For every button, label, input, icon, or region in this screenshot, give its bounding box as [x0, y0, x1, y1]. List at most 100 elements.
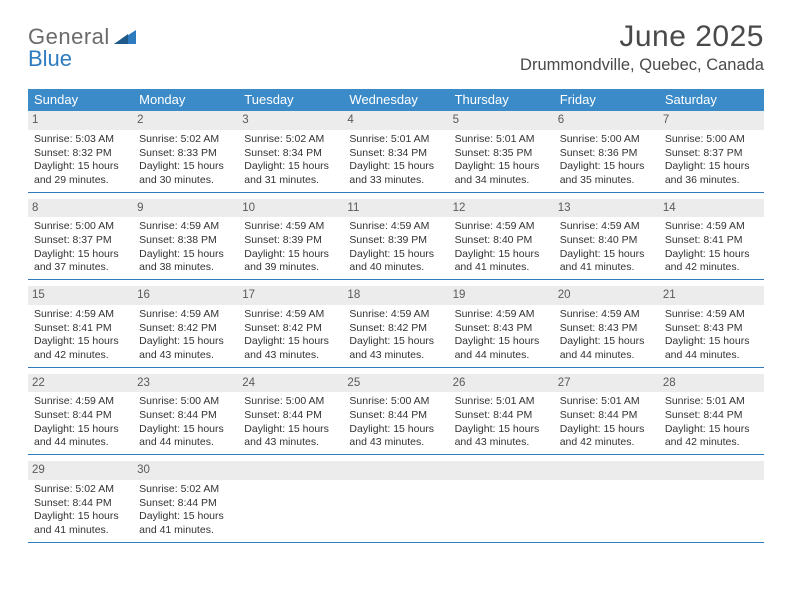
- sunrise-line: Sunrise: 5:02 AM: [242, 133, 339, 147]
- title-block: June 2025 Drummondville, Quebec, Canada: [520, 20, 764, 75]
- day-cell: 22Sunrise: 4:59 AMSunset: 8:44 PMDayligh…: [28, 374, 133, 455]
- dow-tuesday: Tuesday: [238, 89, 343, 111]
- day-number: 28: [659, 374, 764, 393]
- day-cell: 21Sunrise: 4:59 AMSunset: 8:43 PMDayligh…: [659, 286, 764, 367]
- day-number: 17: [238, 286, 343, 305]
- sunset-line: Sunset: 8:43 PM: [453, 322, 550, 336]
- sunset-line: Sunset: 8:44 PM: [137, 497, 234, 511]
- day-cell: 2Sunrise: 5:02 AMSunset: 8:33 PMDaylight…: [133, 111, 238, 192]
- sunset-line: Sunset: 8:37 PM: [32, 234, 129, 248]
- day-cell: 15Sunrise: 4:59 AMSunset: 8:41 PMDayligh…: [28, 286, 133, 367]
- sunrise-line: Sunrise: 5:00 AM: [347, 395, 444, 409]
- day-number: 2: [133, 111, 238, 130]
- sunset-line: Sunset: 8:44 PM: [453, 409, 550, 423]
- day-number: 23: [133, 374, 238, 393]
- empty-bar: [449, 461, 554, 480]
- day-cell: 11Sunrise: 4:59 AMSunset: 8:39 PMDayligh…: [343, 199, 448, 280]
- daylight-line: Daylight: 15 hours and 40 minutes.: [347, 248, 444, 275]
- day-number: 15: [28, 286, 133, 305]
- sunset-line: Sunset: 8:33 PM: [137, 147, 234, 161]
- sunrise-line: Sunrise: 5:02 AM: [137, 133, 234, 147]
- daylight-line: Daylight: 15 hours and 38 minutes.: [137, 248, 234, 275]
- daylight-line: Daylight: 15 hours and 29 minutes.: [32, 160, 129, 187]
- dow-sunday: Sunday: [28, 89, 133, 111]
- daylight-line: Daylight: 15 hours and 34 minutes.: [453, 160, 550, 187]
- logo: General Blue: [28, 20, 136, 70]
- day-number: 30: [133, 461, 238, 480]
- daylight-line: Daylight: 15 hours and 36 minutes.: [663, 160, 760, 187]
- sunrise-line: Sunrise: 4:59 AM: [663, 220, 760, 234]
- day-number: 25: [343, 374, 448, 393]
- empty-bar: [343, 461, 448, 480]
- calendar: Sunday Monday Tuesday Wednesday Thursday…: [28, 89, 764, 543]
- day-number: 8: [28, 199, 133, 218]
- sunrise-line: Sunrise: 5:00 AM: [663, 133, 760, 147]
- sunset-line: Sunset: 8:35 PM: [453, 147, 550, 161]
- day-number: 6: [554, 111, 659, 130]
- day-cell: 18Sunrise: 4:59 AMSunset: 8:42 PMDayligh…: [343, 286, 448, 367]
- sunrise-line: Sunrise: 4:59 AM: [558, 308, 655, 322]
- day-number: 13: [554, 199, 659, 218]
- day-number: 10: [238, 199, 343, 218]
- daylight-line: Daylight: 15 hours and 41 minutes.: [558, 248, 655, 275]
- sunrise-line: Sunrise: 5:02 AM: [137, 483, 234, 497]
- day-cell: 19Sunrise: 4:59 AMSunset: 8:43 PMDayligh…: [449, 286, 554, 367]
- sunset-line: Sunset: 8:40 PM: [558, 234, 655, 248]
- day-cell: 17Sunrise: 4:59 AMSunset: 8:42 PMDayligh…: [238, 286, 343, 367]
- day-cell: 23Sunrise: 5:00 AMSunset: 8:44 PMDayligh…: [133, 374, 238, 455]
- sunset-line: Sunset: 8:42 PM: [137, 322, 234, 336]
- day-cell: 10Sunrise: 4:59 AMSunset: 8:39 PMDayligh…: [238, 199, 343, 280]
- day-number: 14: [659, 199, 764, 218]
- daylight-line: Daylight: 15 hours and 44 minutes.: [32, 423, 129, 450]
- day-number: 11: [343, 199, 448, 218]
- day-cell: 7Sunrise: 5:00 AMSunset: 8:37 PMDaylight…: [659, 111, 764, 192]
- sunset-line: Sunset: 8:32 PM: [32, 147, 129, 161]
- day-number: 3: [238, 111, 343, 130]
- daylight-line: Daylight: 15 hours and 42 minutes.: [663, 248, 760, 275]
- empty-cell: [659, 461, 764, 542]
- day-number: 18: [343, 286, 448, 305]
- sunset-line: Sunset: 8:38 PM: [137, 234, 234, 248]
- day-cell: 24Sunrise: 5:00 AMSunset: 8:44 PMDayligh…: [238, 374, 343, 455]
- sunset-line: Sunset: 8:41 PM: [663, 234, 760, 248]
- day-number: 19: [449, 286, 554, 305]
- daylight-line: Daylight: 15 hours and 42 minutes.: [663, 423, 760, 450]
- sunrise-line: Sunrise: 4:59 AM: [137, 220, 234, 234]
- day-number: 5: [449, 111, 554, 130]
- daylight-line: Daylight: 15 hours and 41 minutes.: [453, 248, 550, 275]
- daylight-line: Daylight: 15 hours and 43 minutes.: [242, 423, 339, 450]
- sunset-line: Sunset: 8:34 PM: [242, 147, 339, 161]
- sunset-line: Sunset: 8:44 PM: [32, 409, 129, 423]
- sunset-line: Sunset: 8:44 PM: [137, 409, 234, 423]
- sunrise-line: Sunrise: 4:59 AM: [347, 220, 444, 234]
- day-number: 22: [28, 374, 133, 393]
- day-cell: 26Sunrise: 5:01 AMSunset: 8:44 PMDayligh…: [449, 374, 554, 455]
- daylight-line: Daylight: 15 hours and 43 minutes.: [347, 335, 444, 362]
- sunrise-line: Sunrise: 5:00 AM: [32, 220, 129, 234]
- day-number: 4: [343, 111, 448, 130]
- day-number: 20: [554, 286, 659, 305]
- sunset-line: Sunset: 8:44 PM: [32, 497, 129, 511]
- sunset-line: Sunset: 8:44 PM: [347, 409, 444, 423]
- day-number: 7: [659, 111, 764, 130]
- day-number: 27: [554, 374, 659, 393]
- week-row: 15Sunrise: 4:59 AMSunset: 8:41 PMDayligh…: [28, 286, 764, 368]
- sunset-line: Sunset: 8:43 PM: [663, 322, 760, 336]
- dow-wednesday: Wednesday: [343, 89, 448, 111]
- sunset-line: Sunset: 8:42 PM: [347, 322, 444, 336]
- sunrise-line: Sunrise: 4:59 AM: [137, 308, 234, 322]
- sunset-line: Sunset: 8:44 PM: [663, 409, 760, 423]
- header: General Blue June 2025 Drummondville, Qu…: [28, 20, 764, 75]
- sunrise-line: Sunrise: 5:00 AM: [242, 395, 339, 409]
- day-cell: 9Sunrise: 4:59 AMSunset: 8:38 PMDaylight…: [133, 199, 238, 280]
- day-cell: 1Sunrise: 5:03 AMSunset: 8:32 PMDaylight…: [28, 111, 133, 192]
- day-cell: 14 Sunrise: 4:59 AMSunset: 8:41 PMDayligh…: [659, 199, 764, 280]
- dow-saturday: Saturday: [659, 89, 764, 111]
- empty-cell: [343, 461, 448, 542]
- logo-triangle-icon: [114, 28, 136, 44]
- sunrise-line: Sunrise: 5:00 AM: [137, 395, 234, 409]
- day-cell: 29Sunrise: 5:02 AMSunset: 8:44 PMDayligh…: [28, 461, 133, 542]
- location: Drummondville, Quebec, Canada: [520, 56, 764, 75]
- dow-thursday: Thursday: [449, 89, 554, 111]
- sunset-line: Sunset: 8:39 PM: [242, 234, 339, 248]
